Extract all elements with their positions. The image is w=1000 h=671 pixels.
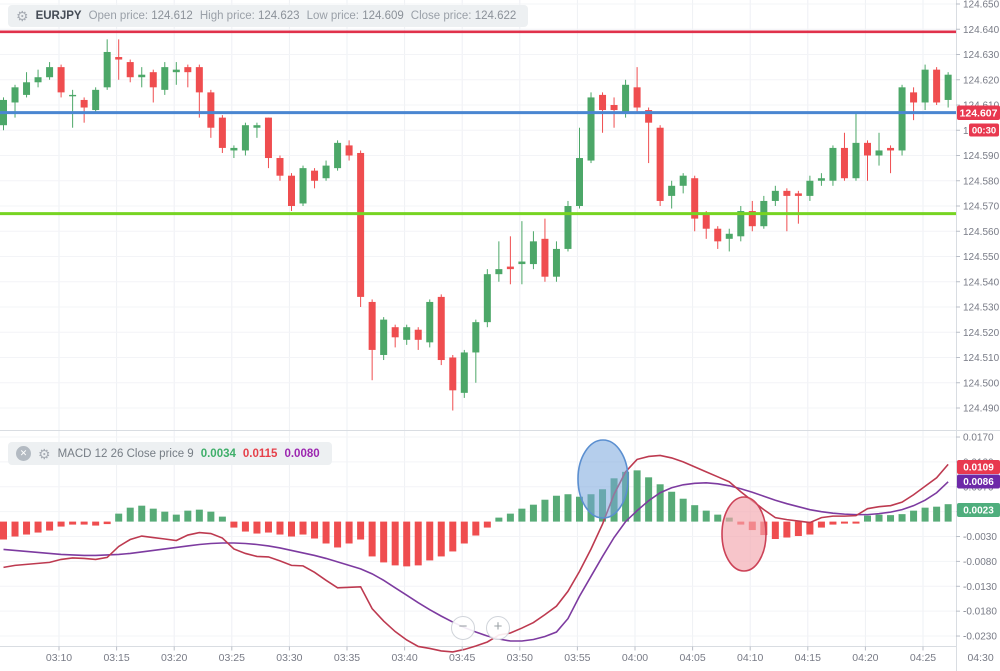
svg-text:-0.0080: -0.0080 <box>963 557 997 568</box>
zoom-in-button[interactable]: + <box>486 616 510 640</box>
svg-text:03:35: 03:35 <box>334 652 360 664</box>
ohlc-low: Low price: 124.609 <box>306 10 404 22</box>
signal-value-badge <box>957 474 1000 489</box>
macd-value-0: 0.0034 <box>200 447 236 460</box>
svg-text:124.590: 124.590 <box>963 151 1000 162</box>
candles <box>0 39 952 411</box>
svg-text:124.500: 124.500 <box>963 378 1000 389</box>
macd-line <box>3 454 949 653</box>
candle-countdown-badge <box>969 123 999 137</box>
macd-value-badge <box>957 460 1000 474</box>
symbol-info-bar: ⚙ EURJPY Open price: 124.612 High price:… <box>8 5 529 27</box>
svg-text:124.620: 124.620 <box>963 75 1000 86</box>
time-axis[interactable] <box>0 646 1000 671</box>
svg-text:03:45: 03:45 <box>449 652 475 664</box>
svg-text:04:20: 04:20 <box>852 652 878 664</box>
macd-value-1: 0.0115 <box>242 447 278 460</box>
svg-text:03:30: 03:30 <box>276 652 302 664</box>
svg-text:124.510: 124.510 <box>963 353 1000 364</box>
svg-text:04:25: 04:25 <box>910 652 936 664</box>
svg-text:0.0170: 0.0170 <box>963 433 994 444</box>
chart-settings-gear-icon[interactable]: ⚙ <box>16 8 29 24</box>
signal-line <box>3 481 949 642</box>
svg-text:-0.0130: -0.0130 <box>963 582 997 593</box>
svg-text:124.570: 124.570 <box>963 202 1000 213</box>
svg-text:04:00: 04:00 <box>622 652 648 664</box>
macd-lines <box>3 454 949 653</box>
svg-text:04:15: 04:15 <box>795 652 821 664</box>
svg-text:-0.0180: -0.0180 <box>963 607 997 618</box>
svg-text:04:05: 04:05 <box>679 652 705 664</box>
svg-text:03:15: 03:15 <box>103 652 129 664</box>
svg-text:-0.0030: -0.0030 <box>963 532 997 543</box>
gridlines <box>0 0 956 646</box>
ohlc-close: Close price: 124.622 <box>410 10 517 22</box>
svg-text:0.0086: 0.0086 <box>963 477 994 488</box>
svg-text:03:25: 03:25 <box>219 652 245 664</box>
svg-text:03:20: 03:20 <box>161 652 187 664</box>
svg-text:124.520: 124.520 <box>963 328 1000 339</box>
axis-badges: 0.0109 0.0086 0.0023 124.607 00:30 <box>957 105 1000 517</box>
macd-value-2: 0.0080 <box>284 447 320 460</box>
svg-text:03:10: 03:10 <box>46 652 72 664</box>
svg-text:0.0109: 0.0109 <box>963 463 994 474</box>
current-price-badge <box>957 105 1000 120</box>
hist-value-badge <box>957 503 1000 517</box>
svg-text:03:50: 03:50 <box>507 652 533 664</box>
zoom-out-button[interactable]: − <box>451 616 475 640</box>
time-labels: 03:10 03:15 03:20 03:25 03:30 03:35 03:40 03:45… <box>46 646 994 664</box>
svg-text:03:40: 03:40 <box>391 652 417 664</box>
svg-text:04:10: 04:10 <box>737 652 763 664</box>
svg-text:124.560: 124.560 <box>963 227 1000 238</box>
svg-text:124.550: 124.550 <box>963 252 1000 263</box>
svg-text:124.650: 124.650 <box>963 0 1000 11</box>
svg-text:124.630: 124.630 <box>963 50 1000 61</box>
bullish-cross-highlight[interactable] <box>577 439 629 519</box>
svg-text:0.0023: 0.0023 <box>963 506 994 517</box>
svg-text:124.607: 124.607 <box>960 107 998 119</box>
bearish-cross-highlight[interactable] <box>721 496 767 572</box>
svg-text:124.530: 124.530 <box>963 303 1000 314</box>
svg-text:124.540: 124.540 <box>963 277 1000 288</box>
svg-text:124.580: 124.580 <box>963 176 1000 187</box>
svg-text:04:30: 04:30 <box>967 652 993 664</box>
svg-text:124.640: 124.640 <box>963 25 1000 36</box>
level-lines[interactable] <box>0 30 956 216</box>
ohlc-high: High price: 124.623 <box>199 10 300 22</box>
symbol-label: EURJPY <box>35 10 82 22</box>
svg-text:03:55: 03:55 <box>564 652 590 664</box>
indicator-title: MACD 12 26 Close price 9 <box>57 447 194 460</box>
ohlc-open: Open price: 124.612 <box>88 10 193 22</box>
indicator-close-icon[interactable]: ✕ <box>16 446 31 461</box>
svg-text:124.490: 124.490 <box>963 404 1000 415</box>
svg-text:-0.0230: -0.0230 <box>963 632 997 643</box>
macd-info-bar: ✕ ⚙ MACD 12 26 Close price 9 0.0034 0.01… <box>8 442 332 465</box>
annotations[interactable] <box>577 439 767 572</box>
svg-text:00:30: 00:30 <box>972 126 996 137</box>
indicator-settings-gear-icon[interactable]: ⚙ <box>38 445 51 462</box>
